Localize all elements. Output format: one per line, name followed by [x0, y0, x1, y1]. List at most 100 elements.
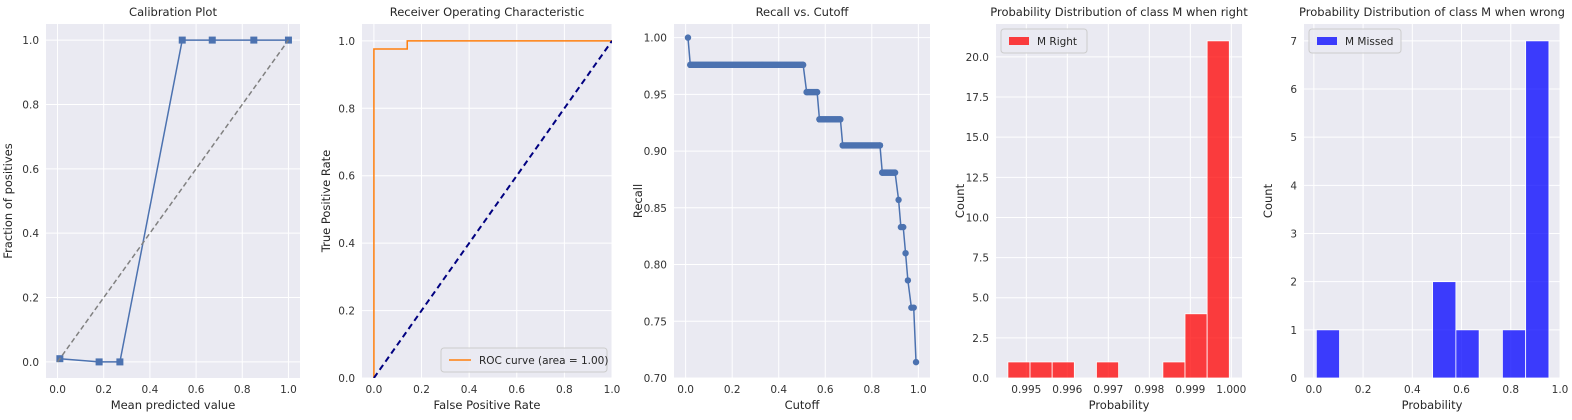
x-tick-label: 1.0: [280, 384, 297, 396]
y-tick-label: 7: [1290, 36, 1297, 48]
x-tick-label: 0.6: [508, 384, 525, 396]
y-axis-label: Fraction of positives: [1, 143, 15, 258]
plot-area: [46, 24, 300, 378]
plot-area: [362, 24, 612, 378]
series-line: [373, 40, 612, 378]
y-tick-label: 0.75: [644, 316, 667, 328]
y-tick-label: 15.0: [966, 132, 989, 144]
x-tick-label: 1.0: [910, 384, 927, 396]
legend-label: ROC curve (area = 1.00): [479, 355, 608, 367]
panel-prob-dist-right: 0.995 0.996 0.997 0.998 0.999 1.000 0.0 2.5 5.0 7…: [953, 5, 1248, 412]
histogram-bar: [1315, 329, 1340, 378]
y-tick-label: 5.0: [972, 293, 989, 305]
y-tick-label: 2.5: [972, 333, 989, 345]
series-line: [56, 39, 290, 363]
series-marker: [900, 223, 907, 231]
x-tick-label: 0.4: [770, 384, 787, 396]
panel-calibration-plot: 0.0 0.2 0.4 0.6 0.8 1.0 0.0 0.2 0.4 0.6 0.8 1.0 Cali…: [1, 5, 300, 412]
histogram-bar: [1184, 313, 1208, 378]
data-layer: [1315, 40, 1550, 378]
chart-title: Probability Distribution of class M when…: [1299, 5, 1565, 19]
y-tick-label: 0.8: [22, 99, 39, 111]
legend-swatch: [1317, 37, 1337, 45]
series-marker: [116, 358, 124, 366]
histogram-bar: [1007, 361, 1031, 378]
chart-title: Probability Distribution of class M when…: [990, 5, 1248, 19]
histogram-bar: [1051, 361, 1075, 378]
x-tick-label: 1.000: [1216, 384, 1246, 396]
y-tick-label: 0.0: [338, 373, 355, 385]
y-tick-label: 1: [1290, 325, 1297, 337]
y-tick-label: 0.6: [338, 171, 355, 183]
y-axis-label: Count: [953, 183, 967, 218]
y-tick-label: 20.0: [966, 52, 989, 64]
y-tick-label: 0.2: [22, 293, 39, 305]
x-tick-label: 1.0: [1552, 384, 1569, 396]
x-tick-label: 0.0: [1305, 384, 1322, 396]
y-tick-label: 0.95: [644, 89, 667, 101]
x-tick-label: 0.8: [556, 384, 573, 396]
x-axis-label: Mean predicted value: [111, 398, 236, 412]
y-tick-label: 0.90: [644, 146, 667, 158]
x-tick-label: 0.999: [1175, 384, 1205, 396]
y-axis-label: True Positive Rate: [319, 150, 333, 253]
panel-roc-curve: 0.0 0.2 0.4 0.6 0.8 1.0 0.0 0.2 0.4 0.6 0.8 1.0 Rece…: [319, 5, 620, 412]
x-tick-label: 0.2: [413, 384, 430, 396]
x-tick-label: 0.4: [142, 384, 159, 396]
series-marker: [912, 358, 920, 366]
x-tick-label: 0.0: [49, 384, 66, 396]
histogram-bar: [1162, 361, 1186, 378]
series-marker: [799, 61, 807, 69]
y-tick-label: 0.85: [644, 203, 667, 215]
x-tick-label: 0.2: [724, 384, 741, 396]
plot-area: [1304, 24, 1560, 378]
x-tick-label: 0.995: [1011, 384, 1041, 396]
x-tick-label: 0.6: [817, 384, 834, 396]
y-tick-label: 12.5: [966, 172, 989, 184]
legend-box: [440, 347, 608, 373]
series-marker: [250, 36, 258, 44]
plot-area: [674, 24, 930, 378]
data-layer: [56, 36, 292, 366]
legend-label: M Right: [1037, 36, 1077, 48]
legend-label: M Missed: [1345, 36, 1393, 48]
y-axis-label: Count: [1261, 183, 1275, 218]
x-tick-label: 0.8: [1502, 384, 1519, 396]
y-tick-label: 0.4: [338, 238, 355, 250]
x-tick-label: 0.0: [366, 384, 383, 396]
data-layer: [1007, 40, 1230, 378]
x-axis-label: Probability: [1089, 398, 1150, 412]
histogram-bar: [1029, 361, 1053, 378]
series-marker: [902, 249, 909, 257]
x-tick-label: 0.996: [1052, 384, 1082, 396]
chart-title: Calibration Plot: [129, 5, 217, 19]
y-tick-label: 2: [1290, 277, 1297, 289]
y-tick-label: 4: [1290, 180, 1297, 192]
x-tick-label: 0.4: [1404, 384, 1421, 396]
y-tick-label: 0.0: [22, 357, 39, 369]
histogram-bar: [1525, 40, 1550, 378]
x-tick-label: 0.2: [1355, 384, 1372, 396]
x-tick-label: 0.997: [1093, 384, 1123, 396]
x-tick-label: 0.998: [1134, 384, 1164, 396]
x-axis-label: Probability: [1402, 398, 1463, 412]
y-tick-label: 5: [1290, 132, 1297, 144]
y-tick-label: 0.4: [22, 228, 39, 240]
x-axis-label: Cutoff: [785, 398, 821, 412]
series-marker: [684, 34, 692, 41]
y-tick-label: 1.0: [338, 36, 355, 48]
panel-prob-dist-wrong: 0.0 0.2 0.4 0.6 0.8 1.0 0 1 2 3 4 5 6 7 Probability Di…: [1261, 5, 1568, 412]
x-tick-label: 0.6: [188, 384, 205, 396]
x-tick-label: 0.8: [234, 384, 251, 396]
histogram-bar: [1096, 361, 1119, 378]
x-tick-label: 0.0: [677, 384, 694, 396]
series-marker: [904, 277, 912, 284]
chart-title: Recall vs. Cutoff: [756, 5, 850, 19]
y-tick-label: 7.5: [972, 253, 989, 265]
y-tick-label: 0.2: [338, 306, 355, 318]
x-tick-label: 0.8: [863, 384, 880, 396]
y-tick-label: 3: [1290, 229, 1297, 241]
y-tick-label: 1.00: [644, 33, 667, 45]
series-marker: [891, 169, 898, 176]
